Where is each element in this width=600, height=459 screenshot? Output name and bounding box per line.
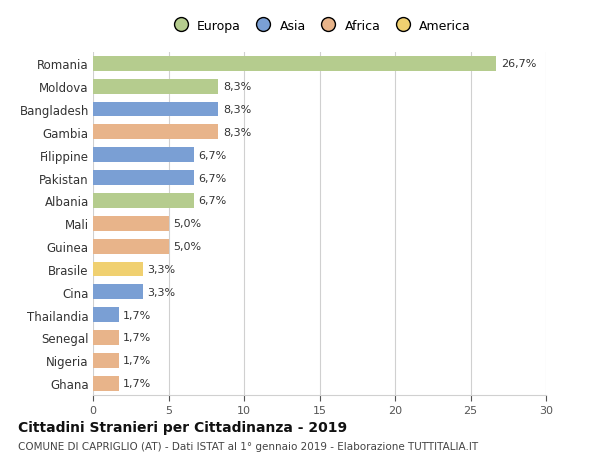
Bar	[93, 285, 143, 300]
Legend: Europa, Asia, Africa, America: Europa, Asia, Africa, America	[163, 15, 476, 38]
Bar	[93, 79, 218, 95]
Text: Cittadini Stranieri per Cittadinanza - 2019: Cittadini Stranieri per Cittadinanza - 2…	[18, 420, 347, 434]
Text: 8,3%: 8,3%	[223, 105, 251, 115]
Bar	[93, 125, 218, 140]
Text: 1,7%: 1,7%	[123, 378, 151, 388]
Bar	[93, 216, 169, 231]
Text: 26,7%: 26,7%	[500, 59, 536, 69]
Text: 5,0%: 5,0%	[173, 219, 201, 229]
Bar	[93, 102, 218, 117]
Bar	[93, 308, 119, 322]
Text: 3,3%: 3,3%	[148, 264, 175, 274]
Bar	[93, 194, 194, 208]
Text: 6,7%: 6,7%	[199, 151, 227, 160]
Bar	[93, 239, 169, 254]
Text: 5,0%: 5,0%	[173, 241, 201, 252]
Text: 8,3%: 8,3%	[223, 128, 251, 138]
Text: 6,7%: 6,7%	[199, 196, 227, 206]
Bar	[93, 376, 119, 391]
Bar	[93, 262, 143, 277]
Text: 6,7%: 6,7%	[199, 173, 227, 183]
Bar	[93, 330, 119, 345]
Bar	[93, 171, 194, 185]
Text: 1,7%: 1,7%	[123, 333, 151, 343]
Bar	[93, 148, 194, 163]
Text: 8,3%: 8,3%	[223, 82, 251, 92]
Text: 3,3%: 3,3%	[148, 287, 175, 297]
Text: COMUNE DI CAPRIGLIO (AT) - Dati ISTAT al 1° gennaio 2019 - Elaborazione TUTTITAL: COMUNE DI CAPRIGLIO (AT) - Dati ISTAT al…	[18, 441, 478, 451]
Text: 1,7%: 1,7%	[123, 356, 151, 365]
Bar	[93, 353, 119, 368]
Bar	[93, 57, 496, 72]
Text: 1,7%: 1,7%	[123, 310, 151, 320]
